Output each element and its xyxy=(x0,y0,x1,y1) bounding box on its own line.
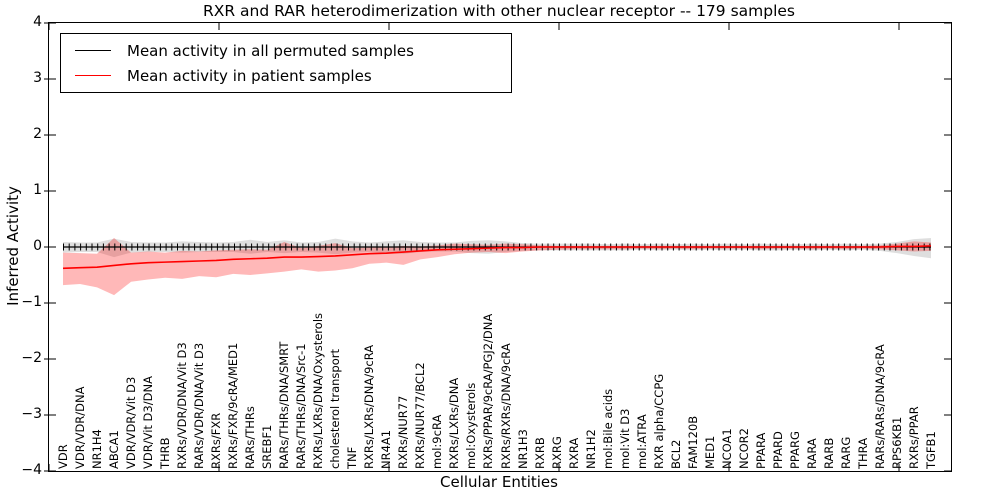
x-category-label: PPARD xyxy=(770,431,785,469)
x-category-label: THRB xyxy=(158,437,173,469)
x-category-label: RXRs/FXR xyxy=(209,412,224,469)
x-category-label: VDR xyxy=(56,444,70,469)
chart-title: RXR and RAR heterodimerization with othe… xyxy=(202,2,796,20)
y-tick-label: 0 xyxy=(33,238,42,254)
x-category-label: RXRs/FXR/9cRA/MED1 xyxy=(226,342,241,469)
x-category-label: RXRB xyxy=(532,437,547,469)
x-category-label: RXRs/VDR/DNA/Vit D3 xyxy=(175,342,190,469)
y-tick-label: 3 xyxy=(33,70,42,86)
x-category-label: RXRs/LXRs/DNA/9cRA xyxy=(362,344,377,469)
legend: Mean activity in all permuted samples Me… xyxy=(60,33,512,93)
legend-item-patient: Mean activity in patient samples xyxy=(75,67,511,85)
x-category-label: TGFB1 xyxy=(924,431,938,469)
patient-band xyxy=(63,238,931,296)
x-category-label: cholesterol transport xyxy=(328,349,343,469)
x-category-label: VDR/VDR/Vit D3 xyxy=(124,376,139,469)
x-category-label: NR1H4 xyxy=(90,429,105,469)
y-tick-label: 1 xyxy=(33,182,42,198)
x-category-label: RXR alpha/CCPG xyxy=(651,373,666,469)
x-category-label: SREBF1 xyxy=(260,424,275,469)
patient-line xyxy=(62,245,932,270)
legend-line-black xyxy=(75,50,111,51)
legend-label: Mean activity in all permuted samples xyxy=(127,41,414,60)
x-category-label: FAM120B xyxy=(685,415,700,469)
x-category-label: RARs/VDR/DNA/Vit D3 xyxy=(192,342,207,469)
x-category-label: mol:Vit D3 xyxy=(617,408,632,469)
x-category-label: THRA xyxy=(855,437,870,469)
x-category-label: VDR/VDR/DNA xyxy=(73,386,88,470)
x-category-label: mol:9cRA xyxy=(430,414,445,469)
x-category-label: NR1H2 xyxy=(583,429,598,469)
x-category-label: RXRs/PPAR/9cRA/PGJ2/DNA xyxy=(481,313,496,469)
x-category-label: ABCA1 xyxy=(107,430,122,469)
x-category-label: RXRs/LXRs/DNA xyxy=(447,377,462,469)
x-category-label: RARB xyxy=(821,437,836,469)
x-category-label: TNF xyxy=(345,446,360,469)
x-category-label: NR1H3 xyxy=(515,429,530,469)
x-category-label: RPS6KB1 xyxy=(889,416,904,469)
x-category-label: RARs/RARs/DNA/9cRA xyxy=(872,344,887,469)
x-category-label: mol:ATRA xyxy=(634,414,649,469)
x-category-label: RXRs/RXRs/DNA/9cRA xyxy=(498,343,513,469)
x-category-label: RXRs/LXRs/DNA/Oxysterols xyxy=(311,312,326,469)
x-axis-label: Cellular Entities xyxy=(440,473,558,491)
x-category-label: RXRG xyxy=(549,436,564,469)
x-category-label: RXRs/NUR77 xyxy=(396,395,411,469)
y-tick-label: −4 xyxy=(21,462,42,478)
x-category-label: VDR/Vit D3/DNA xyxy=(141,376,156,469)
x-category-label: NR4A1 xyxy=(379,429,394,469)
x-category-label: RXRs/NUR77/BCL2 xyxy=(413,362,428,469)
x-category-label: RXRA xyxy=(566,437,581,469)
legend-line-red xyxy=(75,75,111,76)
x-category-label: mol:Bile acids xyxy=(600,388,615,469)
x-category-label: RARG xyxy=(838,436,853,469)
y-tick-label: 2 xyxy=(33,126,42,142)
x-category-label: RARs/THRs/DNA/Src-1 xyxy=(294,343,309,469)
x-category-label: PPARA xyxy=(753,432,768,469)
x-category-label: NCOR2 xyxy=(736,428,751,469)
x-category-label: RARA xyxy=(804,438,819,469)
x-category-label: BCL2 xyxy=(668,439,683,469)
legend-label: Mean activity in patient samples xyxy=(127,66,372,85)
y-tick-label: −3 xyxy=(21,406,42,422)
y-tick-label: −2 xyxy=(21,350,42,366)
x-category-label: RARs/THRs/DNA/SMRT xyxy=(277,341,292,469)
y-tick-label: 4 xyxy=(33,14,42,30)
legend-item-permuted: Mean activity in all permuted samples xyxy=(75,42,511,60)
x-category-label: NCOA1 xyxy=(719,428,734,469)
x-category-label: mol:Oxysterols xyxy=(464,382,479,469)
chart-canvas xyxy=(44,22,951,472)
plot-area: VDR VDR/VDR/DNA NR1H4 ABCA1 VDR/VDR/Vit D3 VD… xyxy=(44,22,952,472)
x-category-label: PPARG xyxy=(787,431,802,469)
x-category-label: MED1 xyxy=(702,435,717,469)
x-category-label: RARs/THRs xyxy=(243,406,258,469)
x-category-label: RXRs/PPAR xyxy=(906,406,921,469)
y-tick-label: −1 xyxy=(21,294,42,310)
